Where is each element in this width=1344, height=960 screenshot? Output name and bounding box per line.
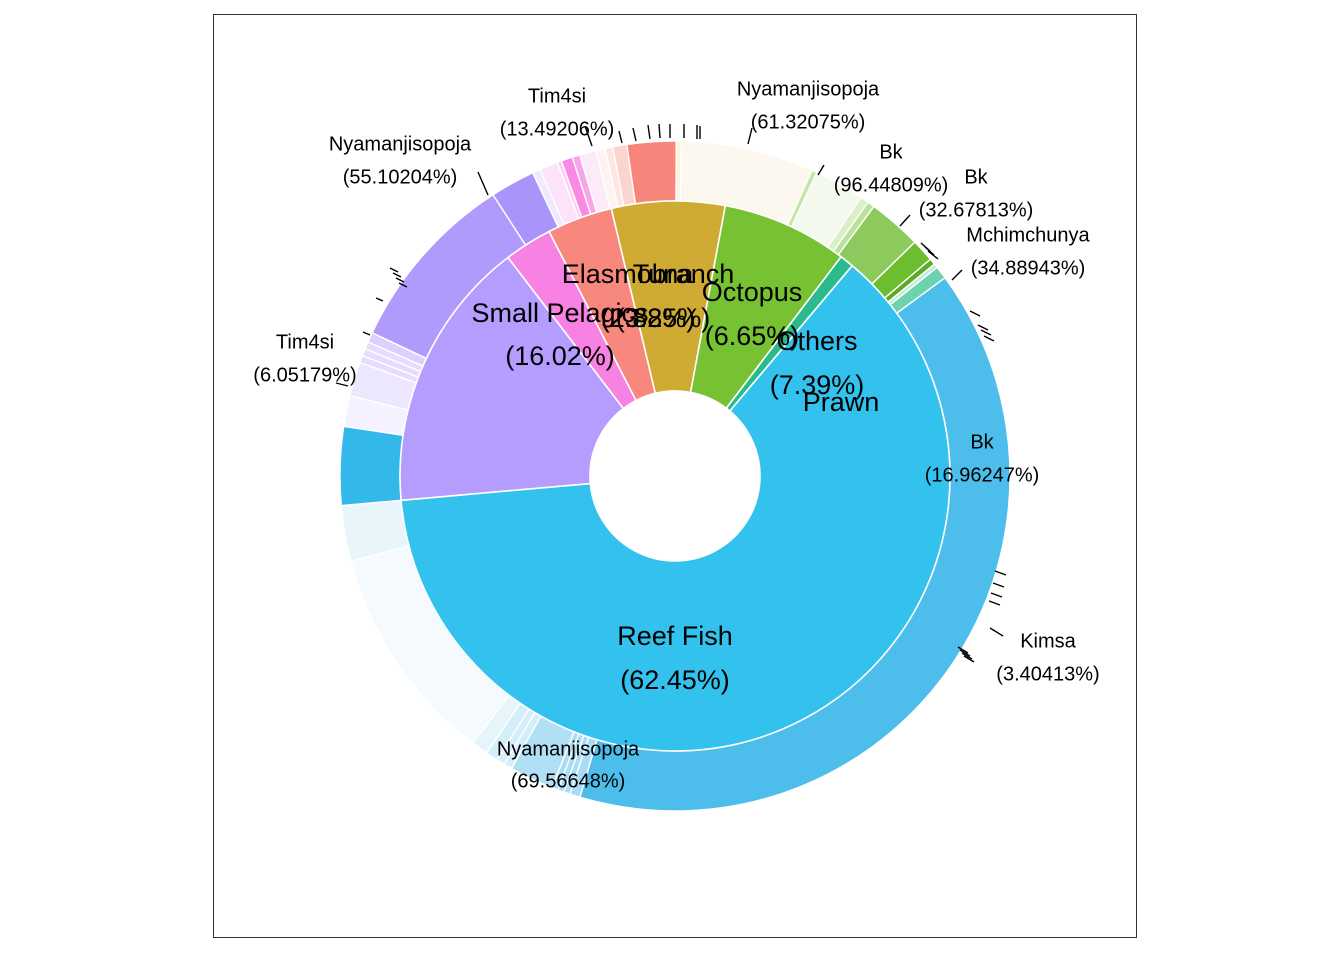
outer-label-kimsa-9: Kimsa <box>1020 630 1076 652</box>
outer-label-bk-5: Bk <box>879 141 903 163</box>
outer-label-mchimchunya-7: Mchimchunya <box>966 224 1090 246</box>
outer-percent-5: (96.44809%) <box>834 174 949 196</box>
outer-slice-reef-fish-12 <box>339 425 404 507</box>
inner-label-elasmobranch: Elasmobranch <box>562 259 735 289</box>
inner-percent-others: (7.39%) <box>770 370 865 400</box>
outer-percent-6: (32.67813%) <box>919 199 1034 221</box>
tick-mark-23 <box>990 592 1003 598</box>
inner-ring <box>399 200 951 752</box>
tick-mark-4 <box>395 277 405 283</box>
inner-percent-reef-fish: (62.45%) <box>620 665 730 695</box>
outer-label-nyamanjisopoja-4: Nyamanjisopoja <box>737 78 880 100</box>
tick-marks <box>362 123 1007 663</box>
tick-mark-27 <box>961 652 973 660</box>
inner-percent-octopus: (6.65%) <box>705 321 800 351</box>
outer-percent-9: (3.40413%) <box>996 663 1099 685</box>
outer-ring <box>339 140 1011 812</box>
tick-mark-0 <box>375 297 384 302</box>
outer-label-nyamanjisopoja-0: Nyamanjisopoja <box>497 738 640 760</box>
tick-mark-6 <box>618 130 623 144</box>
tick-mark-7 <box>632 127 637 142</box>
outer-leader-line-2 <box>477 171 489 196</box>
inner-percent-small-pelagics: (16.02%) <box>505 341 615 371</box>
tick-mark-9 <box>658 123 661 139</box>
outer-percent-8: (16.96247%) <box>925 464 1040 486</box>
inner-label-octopus: Octopus <box>702 277 803 307</box>
outer-percent-3: (13.49206%) <box>500 118 615 140</box>
inner-percent-tuna: (3.85%) <box>616 303 711 333</box>
outer-leader-line-9 <box>989 627 1004 637</box>
tick-mark-1 <box>362 331 371 336</box>
tick-mark-26 <box>959 649 971 657</box>
outer-label-tim4si-3: Tim4si <box>528 85 586 107</box>
tick-mark-20 <box>983 335 995 342</box>
inner-labels: Reef Fish (62.45%) Small Pelagics (16.02%) E… <box>471 259 879 695</box>
outer-percent-7: (34.88943%) <box>971 257 1086 279</box>
tick-mark-19 <box>980 329 992 336</box>
tick-mark-28 <box>963 655 975 663</box>
tick-mark-3 <box>392 272 402 278</box>
tick-mark-16 <box>927 250 939 260</box>
inner-label-prawn: Prawn <box>803 387 880 417</box>
tick-mark-5 <box>398 282 408 288</box>
inner-percent-elasmobranch: (2.82%) <box>601 303 696 333</box>
center-hole <box>590 391 760 561</box>
outer-leader-line-4 <box>747 127 753 145</box>
outer-leader-line-3 <box>584 125 593 147</box>
inner-label-tuna: Tuna <box>633 259 695 289</box>
tick-mark-18 <box>977 324 989 331</box>
outer-label-bk-6: Bk <box>964 166 988 188</box>
outer-percent-1: (6.05179%) <box>253 364 356 386</box>
outer-leader-line-6 <box>899 214 911 227</box>
inner-label-others: Others <box>776 326 857 356</box>
outer-leader-line-7 <box>951 269 963 281</box>
tick-mark-2 <box>389 267 399 273</box>
tick-mark-24 <box>988 600 1001 606</box>
inner-label-small-pelagics: Small Pelagics <box>471 298 648 328</box>
outer-label-tim4si-1: Tim4si <box>276 331 334 353</box>
inner-label-reef-fish: Reef Fish <box>617 621 733 651</box>
tick-mark-15 <box>924 246 935 256</box>
outer-percent-4: (61.32075%) <box>751 111 866 133</box>
outer-slice-tuna-30 <box>625 140 677 205</box>
tick-mark-8 <box>647 124 651 140</box>
outer-leader-line-1 <box>335 382 349 387</box>
outer-label-nyamanjisopoja-2: Nyamanjisopoja <box>329 133 472 155</box>
outer-percent-0: (69.56648%) <box>511 770 626 792</box>
tick-mark-25 <box>957 646 969 654</box>
outer-percent-2: (55.10204%) <box>343 166 458 188</box>
outer-label-bk-8: Bk <box>970 431 994 453</box>
outer-leader-line-5 <box>817 164 825 176</box>
outer-labels: Nyamanjisopoja (69.56648%) Tim4si (6.05179%… <box>253 78 1099 792</box>
tick-mark-22 <box>992 582 1005 588</box>
tick-mark-17 <box>969 310 981 317</box>
tick-mark-21 <box>994 570 1007 576</box>
